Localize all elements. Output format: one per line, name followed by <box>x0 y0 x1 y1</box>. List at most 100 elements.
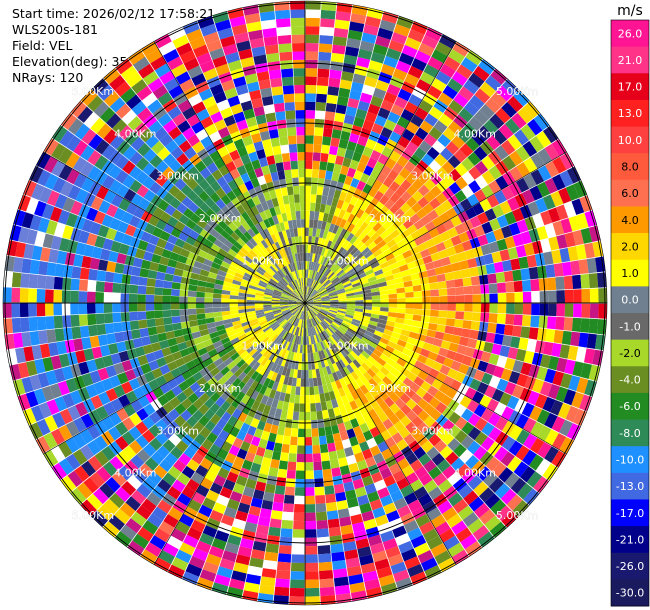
ray-bin <box>234 344 244 353</box>
ray-bin <box>346 297 356 301</box>
ray-bin <box>48 248 59 263</box>
ray-bin <box>116 140 131 155</box>
ray-bin <box>391 331 401 340</box>
ray-bin <box>81 89 98 106</box>
ray-bin <box>70 100 87 118</box>
ray-bin <box>372 265 382 273</box>
ray-bin <box>281 292 290 297</box>
ray-bin <box>205 208 217 219</box>
ray-bin <box>290 293 299 299</box>
ray-bin <box>297 278 301 288</box>
ray-bin <box>364 578 381 591</box>
ray-bin <box>224 225 234 236</box>
ray-bin <box>438 347 449 358</box>
ray-bin <box>133 122 148 137</box>
ray-bin <box>423 528 439 543</box>
ray-bin <box>301 311 304 320</box>
ray-bin <box>450 262 461 272</box>
ray-bin <box>305 353 308 362</box>
ray-bin <box>177 341 188 351</box>
ray-bin <box>273 335 281 344</box>
ray-bin <box>222 43 238 56</box>
ray-bin <box>86 303 96 314</box>
ray-bin <box>528 228 540 243</box>
ray-bin <box>377 318 388 325</box>
ray-bin <box>20 317 30 333</box>
ray-bin <box>26 229 38 245</box>
ray-bin <box>305 294 308 303</box>
ray-bin <box>222 314 232 321</box>
ray-bin <box>229 526 244 538</box>
ray-bin <box>453 352 465 364</box>
ray-bin <box>303 328 305 337</box>
ray-bin <box>438 383 451 395</box>
ray-bin <box>305 470 314 480</box>
ray-bin <box>219 486 233 499</box>
ray-bin <box>293 309 300 317</box>
ray-bin <box>436 459 451 473</box>
ray-bin <box>250 462 262 474</box>
ray-bin <box>467 338 478 349</box>
ray-bin <box>23 243 35 259</box>
ray-bin <box>132 257 143 268</box>
ray-bin <box>433 120 448 134</box>
ray-bin <box>327 271 335 280</box>
ray-bin <box>246 513 260 525</box>
ray-bin <box>280 297 289 301</box>
ray-bin <box>422 303 431 310</box>
ray-bin <box>266 316 276 322</box>
ray-bin <box>170 309 180 317</box>
ray-bin <box>289 316 296 324</box>
ray-bin <box>454 190 467 203</box>
ray-bin <box>127 475 142 490</box>
ray-bin <box>427 209 439 221</box>
ray-bin <box>222 285 232 291</box>
ray-bin <box>264 44 279 55</box>
ray-bin <box>247 310 256 316</box>
ray-bin <box>492 461 507 478</box>
ray-bin <box>260 357 269 367</box>
ray-bin <box>101 378 114 392</box>
ray-bin <box>19 288 29 303</box>
ray-bin <box>453 243 465 254</box>
ray-bin <box>154 287 164 296</box>
ray-bin <box>282 310 291 316</box>
ray-bin <box>249 557 264 569</box>
ray-bin <box>474 417 488 432</box>
ray-bin <box>288 301 297 303</box>
ray-bin <box>195 297 205 303</box>
ray-bin <box>299 244 303 253</box>
ray-bin <box>438 92 453 107</box>
ray-bin <box>411 178 424 191</box>
ray-bin <box>456 64 473 80</box>
ray-bin <box>289 152 298 162</box>
ray-bin <box>324 111 336 121</box>
ray-bin <box>334 19 350 30</box>
ray-bin <box>327 337 335 346</box>
ray-bin <box>101 175 116 190</box>
ray-bin <box>263 308 273 312</box>
ray-bin <box>117 465 133 481</box>
ray-bin <box>578 332 589 348</box>
ray-bin <box>203 258 214 267</box>
ray-bin <box>222 215 233 226</box>
ray-bin <box>121 480 137 496</box>
ray-bin <box>392 162 404 175</box>
ray-bin <box>281 278 289 286</box>
ray-bin <box>169 396 181 409</box>
ray-bin <box>354 368 363 378</box>
ray-bin <box>90 395 103 410</box>
ray-bin <box>128 303 138 312</box>
ray-bin <box>78 291 88 303</box>
ray-bin <box>504 211 517 225</box>
ray-bin <box>168 159 182 173</box>
ray-bin <box>428 126 443 141</box>
field-text: Field: VEL <box>12 38 73 53</box>
ray-bin <box>468 72 485 88</box>
ray-bin <box>292 59 305 69</box>
ray-bin <box>94 450 109 467</box>
ray-bin <box>142 70 159 86</box>
ray-bin <box>290 17 305 27</box>
ray-bin <box>320 309 329 314</box>
ray-bin <box>282 85 295 95</box>
